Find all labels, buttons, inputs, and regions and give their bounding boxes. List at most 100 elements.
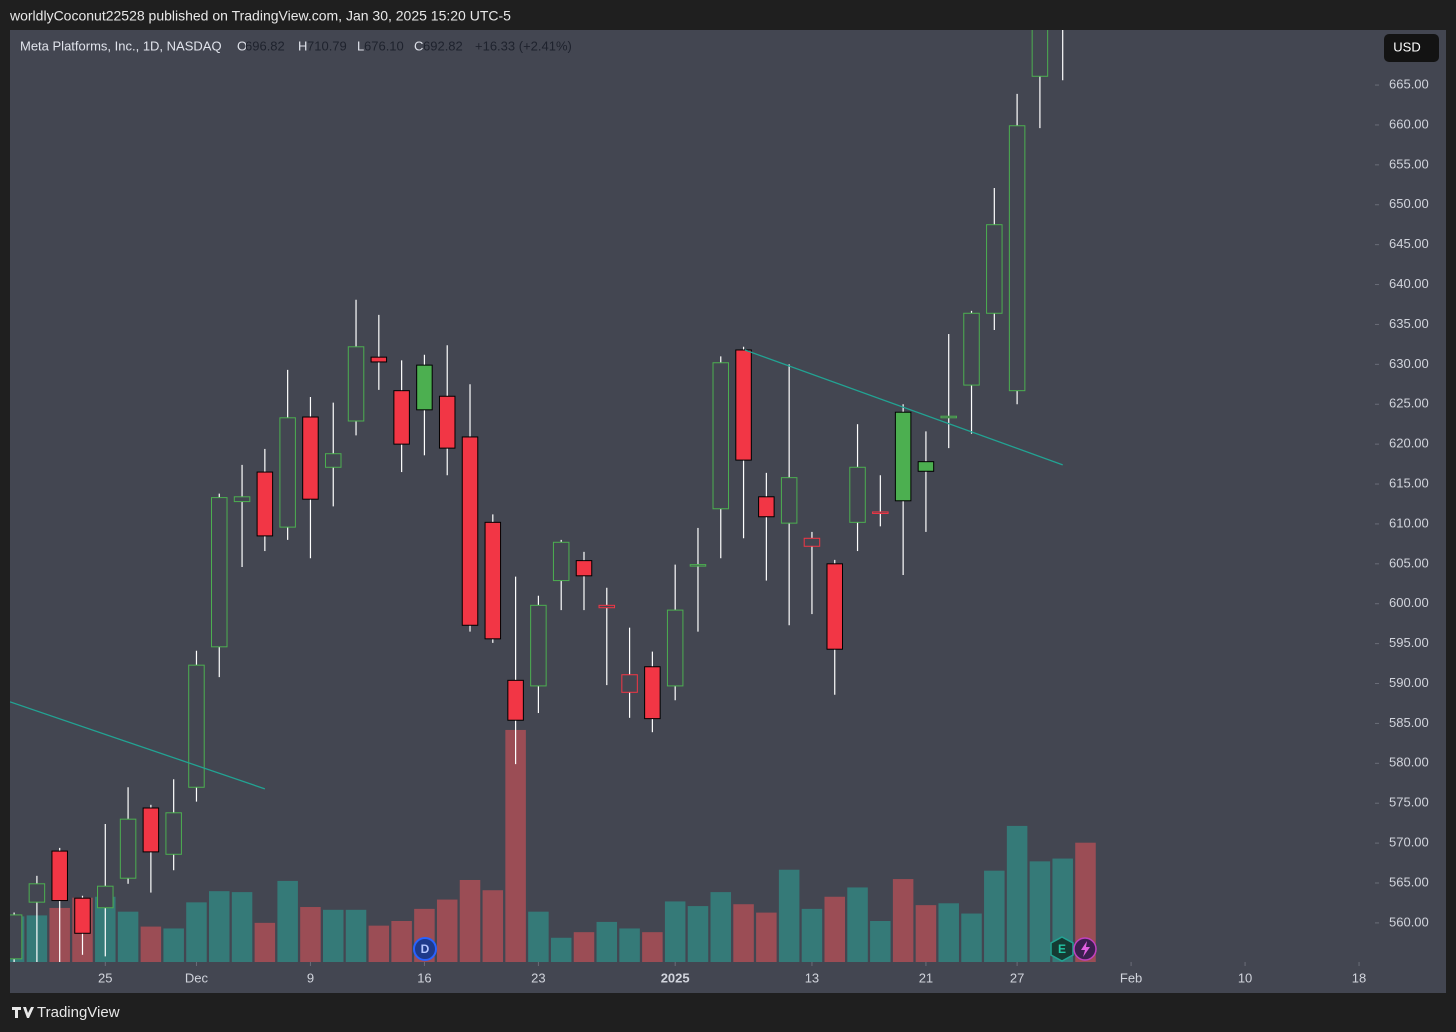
y-tick-label: 640.00 — [1389, 276, 1429, 291]
x-tick-label: Dec — [185, 970, 209, 985]
candle-body — [575, 560, 593, 577]
volume-bar — [642, 932, 663, 962]
candle-body — [780, 477, 798, 524]
candle-body — [963, 312, 980, 386]
volume-bar — [163, 928, 184, 962]
volume-bar — [938, 903, 959, 962]
candle-body — [188, 664, 205, 788]
legend-change: +16.33 (+2.41%) — [475, 38, 572, 53]
tv-logo — [12, 1007, 34, 1018]
candle-body — [621, 674, 638, 693]
trendline — [10, 701, 266, 790]
volume-bar — [892, 879, 914, 962]
y-tick-label: 635.00 — [1389, 316, 1429, 331]
dividend-event[interactable] — [413, 937, 437, 961]
volume-bar — [573, 932, 595, 962]
candle-body — [598, 604, 616, 609]
volume-bar — [322, 909, 344, 962]
candle-body — [758, 496, 775, 518]
y-tick-label: 590.00 — [1389, 675, 1429, 690]
candle-body — [1008, 125, 1026, 392]
volume-bar — [186, 902, 207, 962]
candle-body — [165, 812, 182, 855]
y-tick-label: 620.00 — [1389, 436, 1429, 451]
publish-info: worldlyCoconut22528 published on Trading… — [9, 8, 511, 24]
candle-body — [28, 883, 46, 903]
legend-open: 696.82 — [245, 38, 285, 53]
x-tick-label: 13 — [805, 970, 819, 985]
volume-bar — [505, 729, 526, 962]
candle-body — [370, 356, 388, 363]
y-tick-label: 595.00 — [1389, 635, 1429, 650]
x-tick-label: 21 — [919, 970, 933, 985]
volume-bar — [824, 896, 846, 962]
axes: 560.00 565.00 570.00 575.00 580.00 585.00 590.… — [98, 76, 1429, 985]
volume-bar — [801, 908, 823, 962]
currency-label[interactable]: USD — [1393, 39, 1420, 54]
candle-body — [142, 807, 160, 853]
lightning-icon — [1081, 941, 1090, 957]
candle-body — [233, 496, 251, 503]
candle-body — [97, 885, 114, 909]
candle-body — [1031, 30, 1049, 77]
y-tick-label: 645.00 — [1389, 236, 1429, 251]
volume-bar — [436, 899, 458, 962]
volume-bar — [778, 869, 800, 962]
candle-body — [461, 436, 479, 626]
volume-bar — [459, 879, 481, 962]
candle-body — [986, 224, 1003, 314]
volume-bar — [596, 921, 618, 962]
legend-title: Meta Platforms, Inc., 1D, NASDAQ — [20, 38, 222, 53]
volume-bar — [482, 890, 504, 962]
volume-bar — [209, 891, 230, 962]
x-tick-label: 18 — [1352, 970, 1366, 985]
candle-body — [211, 497, 228, 648]
legend-close: 692.82 — [423, 38, 463, 53]
y-tick-label: 625.00 — [1389, 396, 1429, 411]
volume-bar — [619, 928, 640, 962]
earnings-event[interactable] — [1050, 936, 1074, 962]
volume-bar — [870, 920, 891, 962]
candle-body — [552, 541, 570, 582]
currency-badge[interactable] — [1384, 34, 1439, 62]
volume-bar — [733, 904, 754, 962]
volume-bar — [254, 922, 276, 962]
volume-bar — [368, 925, 390, 962]
volume-bar — [300, 907, 321, 962]
candle-body — [119, 818, 137, 879]
y-tick-label: 575.00 — [1389, 795, 1429, 810]
dividend-label[interactable]: D — [421, 942, 430, 956]
earnings-label[interactable]: E — [1058, 942, 1066, 956]
x-tick-label: 10 — [1238, 970, 1252, 985]
trendline — [744, 349, 1063, 466]
y-tick-label: 655.00 — [1389, 156, 1429, 171]
y-tick-label: 660.00 — [1389, 116, 1429, 131]
bottom-bar — [0, 993, 1456, 1032]
volume-bar — [687, 906, 709, 962]
y-tick-label: 605.00 — [1389, 555, 1429, 570]
y-tick-label: 665.00 — [1389, 76, 1429, 91]
x-tick-label: Feb — [1120, 970, 1142, 985]
candle-body — [74, 897, 91, 934]
candle-body — [256, 471, 274, 537]
candle-body — [279, 417, 296, 528]
candle-body — [689, 564, 707, 567]
candle-body — [826, 563, 843, 650]
candle-body — [940, 415, 957, 419]
legend-o: O — [237, 38, 247, 53]
volume-bar — [550, 937, 572, 962]
volume-bar — [664, 901, 686, 962]
legend-low: 676.10 — [364, 38, 404, 53]
candle-body — [324, 453, 342, 468]
candle-body — [712, 362, 730, 510]
y-tick-label: 585.00 — [1389, 715, 1429, 730]
y-tick-label: 560.00 — [1389, 914, 1429, 929]
candle-body — [438, 395, 456, 449]
y-tick-label: 610.00 — [1389, 515, 1429, 530]
x-tick-label: 27 — [1010, 970, 1024, 985]
candle-body — [917, 461, 935, 472]
candle-body — [872, 511, 889, 514]
candle-body — [530, 604, 547, 687]
candle-body — [393, 390, 410, 445]
